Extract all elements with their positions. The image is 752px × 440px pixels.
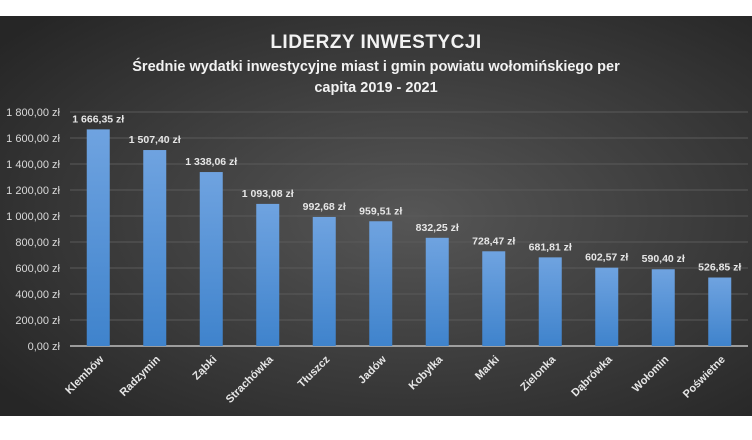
bar xyxy=(595,267,619,346)
data-label: 959,51 zł xyxy=(359,205,402,217)
data-label: 1 666,35 zł xyxy=(72,113,124,125)
chart-subtitle-line-2: capita 2019 - 2021 xyxy=(314,80,437,96)
data-label: 728,47 zł xyxy=(472,235,515,247)
y-tick-label: 1 000,00 zł xyxy=(6,211,60,223)
data-label: 1 507,40 zł xyxy=(129,134,181,146)
y-tick-label: 0,00 zł xyxy=(28,341,61,353)
bar xyxy=(651,269,675,346)
bar xyxy=(482,251,506,346)
bar xyxy=(199,172,223,346)
data-label: 832,25 zł xyxy=(416,222,459,234)
bar xyxy=(425,237,449,346)
data-label: 602,57 zł xyxy=(585,252,628,264)
data-label: 1 338,06 zł xyxy=(185,156,237,168)
y-tick-label: 200,00 zł xyxy=(15,315,60,327)
y-tick-label: 600,00 zł xyxy=(15,263,60,275)
chart-subtitle-line-1: Średnie wydatki inwestycyjne miast i gmi… xyxy=(132,57,620,75)
bar xyxy=(256,203,280,346)
bar xyxy=(538,257,562,346)
data-label: 590,40 zł xyxy=(642,253,685,265)
y-tick-label: 1 600,00 zł xyxy=(6,133,60,145)
bar xyxy=(708,277,732,346)
bar xyxy=(312,216,336,346)
y-tick-label: 800,00 zł xyxy=(15,237,60,249)
data-label: 526,85 zł xyxy=(698,262,741,274)
y-tick-label: 1 400,00 zł xyxy=(6,159,60,171)
data-label: 1 093,08 zł xyxy=(242,188,294,200)
bar xyxy=(369,221,393,346)
data-label: 992,68 zł xyxy=(303,201,346,213)
bar xyxy=(143,150,167,346)
bar xyxy=(86,129,110,346)
data-label: 681,81 zł xyxy=(529,241,572,253)
y-tick-label: 1 800,00 zł xyxy=(6,107,60,119)
y-tick-label: 1 200,00 zł xyxy=(6,185,60,197)
y-tick-label: 400,00 zł xyxy=(15,289,60,301)
chart-title: LIDERZY INWESTYCJI xyxy=(270,32,481,53)
